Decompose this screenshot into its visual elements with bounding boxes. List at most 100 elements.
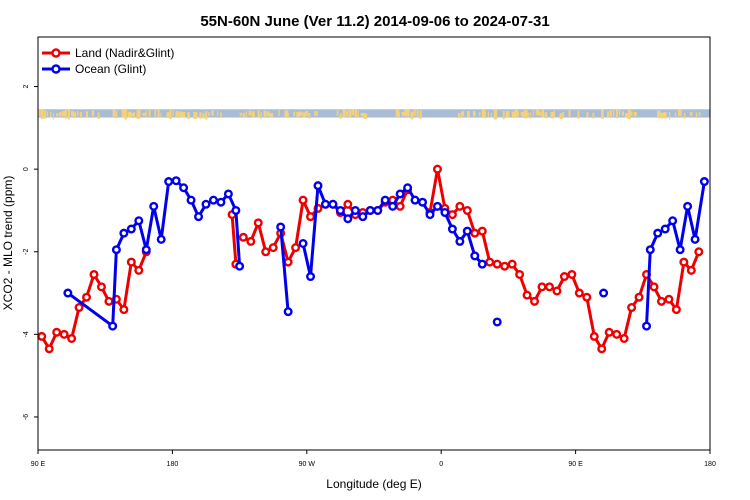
data-point [216,197,226,207]
data-point [119,305,129,315]
land-ocean-mask-band [38,109,710,120]
band-land-patch [466,111,470,118]
band-land-patch [112,109,116,117]
data-point [186,195,196,205]
data-point [268,243,278,253]
band-land-patch [181,112,186,118]
band-land-patch [305,110,309,116]
band-land-patch [220,112,222,117]
data-point [656,296,666,306]
band-land-patch [460,111,465,117]
data-point [699,177,709,187]
band-land-patch [401,111,406,116]
band-land-patch [127,111,132,118]
data-point [440,208,450,218]
data-point [485,257,495,267]
legend: Land (Nadir&Glint) Ocean (Glint) [42,46,174,76]
x-tick-label: 180 [704,461,716,468]
band-land-patch [609,110,613,117]
band-land-patch [562,112,565,117]
y-tick-label: -2 [23,249,30,255]
data-point [306,272,316,282]
band-land-patch [263,110,267,117]
data-point [201,199,211,209]
band-land-patch [600,109,604,119]
y-tick-label: -6 [23,414,30,420]
band-land-patch [308,113,311,119]
data-point [589,331,599,341]
data-point [597,344,607,354]
band-land-patch [178,111,183,118]
band-land-patch [199,112,202,119]
band-land-patch [97,112,100,119]
band-land-patch [351,109,355,116]
data-point [664,294,674,304]
band-land-patch [115,110,118,119]
data-point [52,327,62,337]
band-land-patch [416,109,419,117]
band-land-patch [142,112,147,117]
data-point [208,195,218,205]
band-land-patch [526,112,529,116]
band-land-patch [621,111,624,116]
data-point [380,195,390,205]
band-land-patch [196,113,198,118]
data-point [82,292,92,302]
band-land-patch [91,110,95,117]
data-point [350,205,360,215]
band-land-patch [67,109,70,120]
y-tick-label: 0 [23,167,30,171]
band-land-patch [695,112,698,119]
band-land-patch [568,110,571,117]
data-point [530,296,540,306]
data-point [683,201,693,211]
data-point [671,305,681,315]
band-land-patch [404,109,408,117]
band-land-patch [260,112,262,119]
band-land-patch [544,112,548,119]
data-point [690,234,700,244]
band-land-patch [269,113,274,117]
band-land-patch [487,111,489,118]
data-point [67,333,77,343]
band-land-patch [662,112,667,119]
band-land-patch [49,111,52,118]
band-land-patch [208,112,210,117]
data-point [179,183,189,193]
data-point [223,189,233,199]
band-land-patch [287,113,289,118]
data-point [679,257,689,267]
band-land-patch [493,109,498,120]
data-point [425,210,435,220]
data-point [574,288,584,298]
series-1 [63,176,709,331]
band-land-patch [266,111,270,117]
band-land-patch [239,112,242,117]
band-land-patch [523,110,528,119]
band-land-patch [211,110,214,116]
x-tick-label: 90 E [568,461,583,468]
band-land-patch [284,110,289,117]
data-point [492,259,502,269]
data-point [194,212,204,222]
band-land-patch [407,109,410,117]
band-land-patch [52,113,55,120]
data-point [642,321,652,331]
band-land-patch [121,109,126,117]
data-point [358,212,368,222]
band-land-patch [354,109,357,118]
band-land-patch [157,109,160,118]
data-point [141,245,151,255]
band-land-patch [124,109,127,120]
band-land-patch [40,109,44,120]
series-line [279,226,290,312]
data-point [156,234,166,244]
band-land-patch [342,109,346,118]
y-axis-label: XCO2 - MLO trend (ppm) [1,176,15,311]
band-land-patch [541,109,545,118]
data-point [96,282,106,292]
data-point [567,269,577,279]
legend-label: Land (Nadir&Glint) [75,46,174,60]
data-point [410,195,420,205]
data-point [447,210,457,220]
